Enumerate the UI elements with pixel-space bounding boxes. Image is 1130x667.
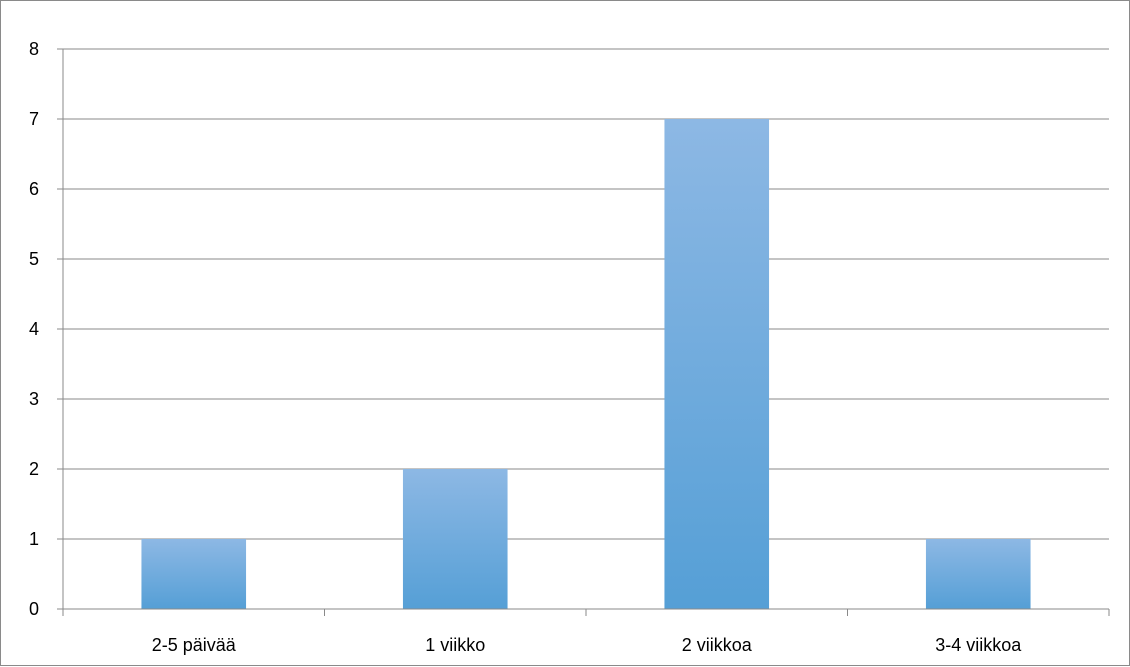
y-tick-label-1: 1 bbox=[29, 529, 39, 549]
bars bbox=[141, 119, 1031, 609]
x-tick-label-4: 3-4 viikkoa bbox=[935, 635, 1022, 655]
x-tick-label-2: 1 viikko bbox=[425, 635, 485, 655]
y-tick-label-8: 8 bbox=[29, 39, 39, 59]
x-tick-labels: 2-5 päivää 1 viikko 2 viikkoa 3-4 viikkoa bbox=[152, 635, 1023, 655]
bar-2 bbox=[402, 469, 508, 609]
x-tick-label-1: 2-5 päivää bbox=[152, 635, 237, 655]
y-tick-label-3: 3 bbox=[29, 389, 39, 409]
y-tick-label-2: 2 bbox=[29, 459, 39, 479]
y-tick-label-5: 5 bbox=[29, 249, 39, 269]
gridlines bbox=[63, 48, 1109, 540]
x-tick-label-3: 2 viikkoa bbox=[682, 635, 753, 655]
bar-4 bbox=[925, 539, 1031, 609]
bar-1 bbox=[141, 539, 247, 609]
y-tick-labels: 0 1 2 3 4 5 6 7 8 bbox=[29, 39, 39, 619]
axes bbox=[57, 48, 1110, 616]
y-tick-label-6: 6 bbox=[29, 179, 39, 199]
y-tick-label-4: 4 bbox=[29, 319, 39, 339]
bar-3 bbox=[664, 119, 770, 609]
y-tick-label-7: 7 bbox=[29, 109, 39, 129]
y-tick-label-0: 0 bbox=[29, 599, 39, 619]
